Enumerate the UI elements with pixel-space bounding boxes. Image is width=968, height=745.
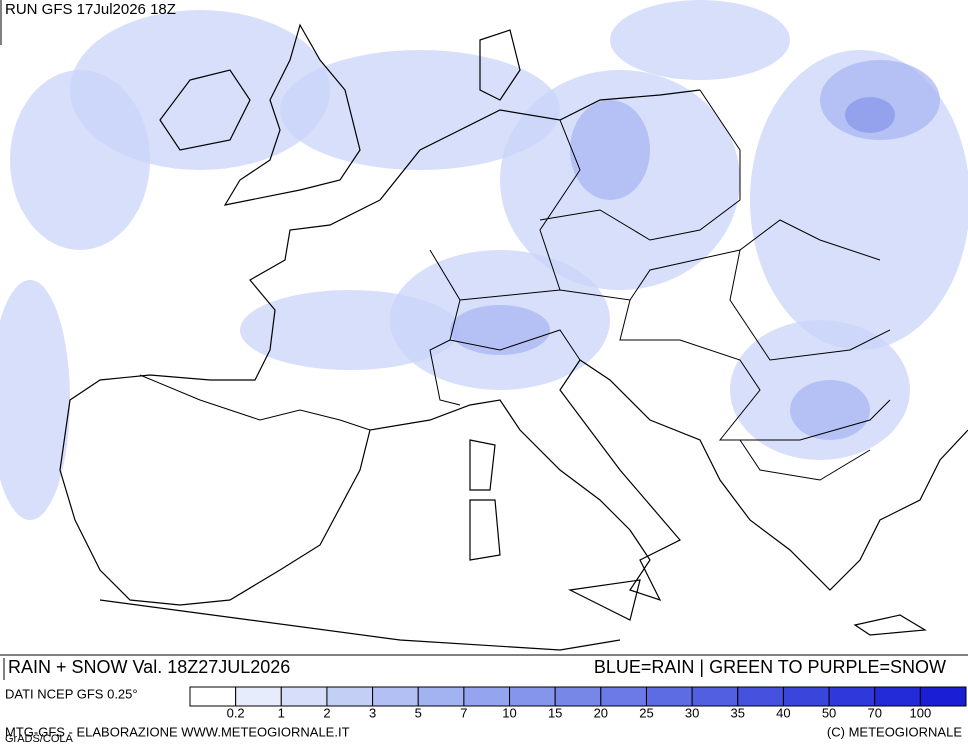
legend-label: 20 (594, 705, 608, 720)
copyright: (C) METEOGIORNALE (827, 724, 962, 739)
color-swatch (280, 686, 328, 707)
rain-area (845, 97, 895, 133)
legend-label: 40 (776, 705, 790, 720)
sardinia (469, 499, 501, 561)
field-label: RAIN + SNOW Val. 18Z27JUL2026 (8, 657, 290, 677)
color-bar: 0.2 1 2 3 5 7 10 15 20 25 30 35 40 50 70 100 (189, 686, 967, 720)
color-swatch (691, 686, 739, 707)
legend-label: 0.2 (227, 705, 245, 720)
great-britain (223, 23, 361, 206)
color-swatch (600, 686, 647, 707)
borders (139, 89, 891, 481)
legend-label: 50 (822, 705, 836, 720)
grads-label: GrADS/COLA (5, 733, 74, 745)
map (0, 0, 968, 656)
legend-label: 35 (731, 705, 745, 720)
denmark (479, 29, 521, 101)
south-coast (59, 199, 968, 606)
crete (853, 614, 927, 636)
legend-label: 25 (639, 705, 653, 720)
coastlines (59, 23, 968, 651)
north-africa (99, 599, 621, 651)
rain-area (0, 280, 70, 520)
color-swatch (417, 686, 465, 707)
color-swatch (372, 686, 419, 707)
color-swatch (919, 686, 967, 707)
corsica (469, 439, 496, 491)
color-swatch (828, 686, 876, 707)
color-swatch (782, 686, 830, 707)
border (459, 219, 881, 301)
color-key: BLUE=RAIN | GREEN TO PURPLE=SNOW (594, 657, 946, 677)
rain-area (570, 100, 650, 200)
legend-label: 3 (369, 705, 376, 720)
credit: MTG-GFS - ELABORAZIONE WWW.METEOGIORNALE… (5, 724, 350, 739)
rain-area (790, 380, 870, 440)
color-swatch (737, 686, 784, 707)
border (429, 249, 461, 406)
border (539, 89, 741, 241)
color-swatch (554, 686, 602, 707)
color-swatch (645, 686, 693, 707)
rain-area (280, 50, 560, 170)
color-swatch (189, 686, 237, 707)
border (739, 439, 871, 481)
color-swatch (509, 686, 556, 707)
rain-area (240, 290, 460, 370)
border (539, 119, 581, 291)
data-source: DATI NCEP GFS 0.25° (5, 686, 138, 701)
color-swatch (326, 686, 374, 707)
legend-label: 2 (323, 705, 330, 720)
ireland (159, 69, 251, 151)
legend-label: 30 (685, 705, 699, 720)
border (729, 249, 891, 361)
border (619, 299, 891, 441)
color-swatch (235, 686, 282, 707)
rain-area (450, 305, 550, 355)
rain-area (10, 70, 150, 250)
legend-label: 1 (278, 705, 285, 720)
legend-label: 5 (415, 705, 422, 720)
legend-label: 100 (910, 705, 932, 720)
sicily (568, 579, 641, 621)
border (449, 329, 581, 361)
legend-label: 15 (548, 705, 562, 720)
north-coast (379, 89, 701, 201)
legend-label: 10 (502, 705, 516, 720)
legend-label: 70 (867, 705, 881, 720)
rain-area (610, 0, 790, 80)
legend-label: 7 (460, 705, 467, 720)
color-swatch (463, 686, 511, 707)
precipitation (0, 0, 968, 520)
border (139, 374, 371, 431)
color-swatch (874, 686, 921, 707)
run-label: RUN GFS 17Jul2026 18Z (5, 1, 176, 18)
